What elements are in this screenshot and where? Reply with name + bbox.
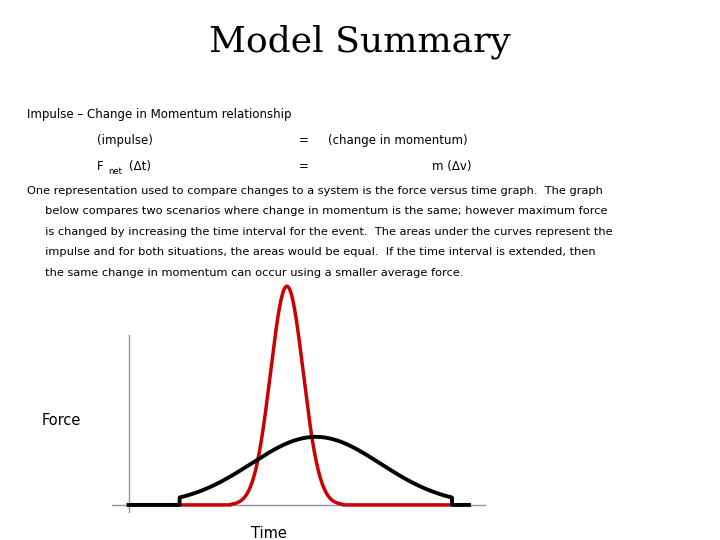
Text: Force: Force (42, 413, 81, 428)
Text: m (Δv): m (Δv) (432, 160, 472, 173)
Text: One representation used to compare changes to a system is the force versus time : One representation used to compare chang… (27, 186, 603, 196)
Text: is changed by increasing the time interval for the event.  The areas under the c: is changed by increasing the time interv… (27, 227, 613, 237)
Text: net: net (108, 167, 122, 176)
Text: =: = (299, 134, 309, 147)
Text: =: = (299, 160, 309, 173)
Text: Time: Time (251, 526, 287, 540)
Text: (change in momentum): (change in momentum) (328, 134, 467, 147)
Text: the same change in momentum can occur using a smaller average force.: the same change in momentum can occur us… (27, 268, 464, 278)
Text: (Δt): (Δt) (129, 160, 151, 173)
Text: impulse and for both situations, the areas would be equal.  If the time interval: impulse and for both situations, the are… (27, 247, 596, 258)
Text: Model Summary: Model Summary (209, 24, 511, 59)
Text: (impulse): (impulse) (97, 134, 153, 147)
Text: below compares two scenarios where change in momentum is the same; however maxim: below compares two scenarios where chang… (27, 206, 608, 217)
Text: F: F (97, 160, 104, 173)
Text: Impulse – Change in Momentum relationship: Impulse – Change in Momentum relationshi… (27, 108, 292, 121)
